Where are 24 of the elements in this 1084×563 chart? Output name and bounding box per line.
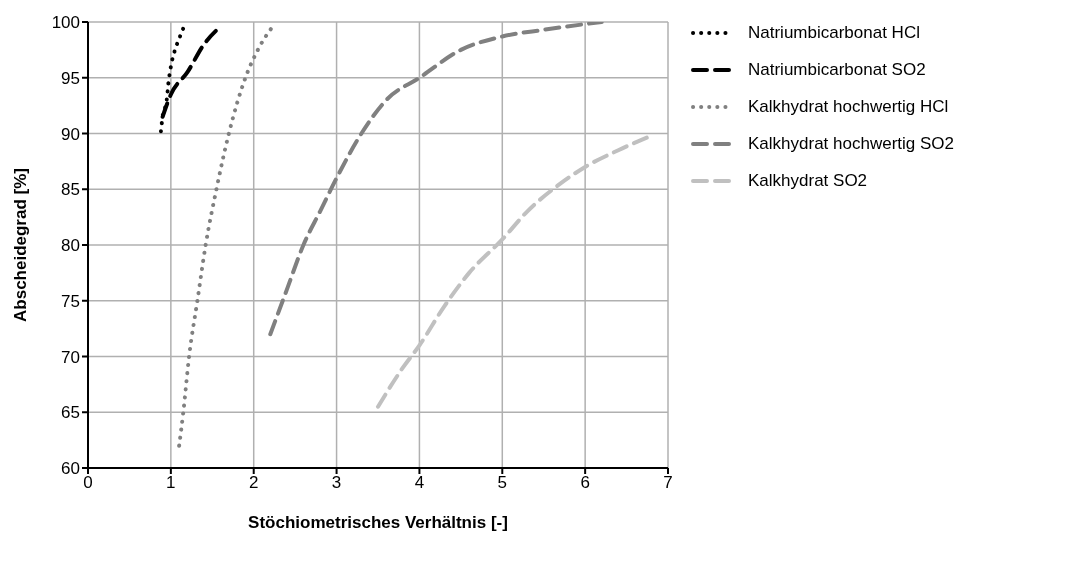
y-tick-label: 90 xyxy=(61,124,80,144)
x-tick-label: 3 xyxy=(331,473,342,493)
y-tick-label: 70 xyxy=(61,347,80,367)
y-tick-label: 100 xyxy=(51,13,80,33)
y-tick-label: 65 xyxy=(61,403,80,423)
legend-label: Kalkhydrat hochwertig SO2 xyxy=(748,133,954,155)
y-axis-title: Abscheidegrad [%] xyxy=(11,168,31,322)
x-tick-label: 5 xyxy=(497,473,508,493)
legend-label: Kalkhydrat SO2 xyxy=(748,170,868,192)
y-tick-label: 80 xyxy=(61,236,80,256)
y-tick-label: 75 xyxy=(61,291,80,311)
x-tick-label: 0 xyxy=(83,473,93,493)
y-tick-label: 95 xyxy=(61,68,80,88)
x-tick-label: 6 xyxy=(580,473,590,493)
legend-label: Natriumbicarbonat HCl xyxy=(748,22,920,44)
y-tick-label: 60 xyxy=(61,459,80,479)
y-tick-label: 85 xyxy=(61,180,80,200)
legend-label: Natriumbicarbonat SO2 xyxy=(748,59,926,81)
x-tick-label: 4 xyxy=(414,473,425,493)
legend-label: Kalkhydrat hochwertig HCl xyxy=(748,96,949,118)
x-axis-title: Stöchiometrisches Verhältnis [-] xyxy=(248,513,508,532)
x-tick-label: 1 xyxy=(166,473,176,493)
x-tick-label: 7 xyxy=(663,473,673,493)
x-tick-label: 2 xyxy=(248,473,259,493)
